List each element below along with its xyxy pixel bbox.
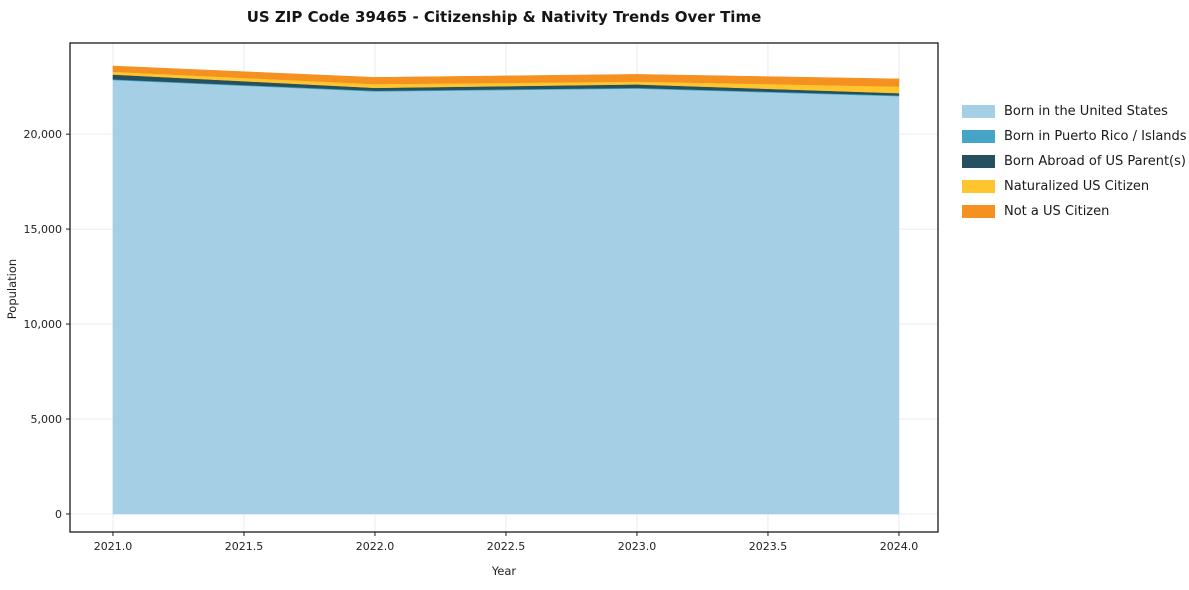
area-series <box>112 65 900 87</box>
legend-item: Naturalized US Citizen <box>962 179 1187 194</box>
x-tick-label: 2021.0 <box>94 540 133 553</box>
chart-title: US ZIP Code 39465 - Citizenship & Nativi… <box>246 8 762 26</box>
x-tick-label: 2022.5 <box>487 540 526 553</box>
legend-item: Not a US Citizen <box>962 204 1187 219</box>
legend-label: Not a US Citizen <box>1004 204 1110 219</box>
plot-frame <box>69 42 939 533</box>
legend-label: Born in Puerto Rico / Islands <box>1004 129 1187 144</box>
x-tick-label: 2024.0 <box>880 540 919 553</box>
legend-item: Born in the United States <box>962 104 1187 119</box>
legend-swatch <box>962 105 995 118</box>
y-tick-label: 10,000 <box>24 318 63 331</box>
x-tick-label: 2023.5 <box>749 540 788 553</box>
y-tick-label: 0 <box>55 508 62 521</box>
y-tick-label: 5,000 <box>31 413 63 426</box>
x-tick-label: 2022.0 <box>356 540 395 553</box>
legend-label: Naturalized US Citizen <box>1004 179 1150 194</box>
y-axis-label: Population <box>5 258 19 320</box>
legend-item: Born Abroad of US Parent(s) <box>962 154 1187 169</box>
x-tick-label: 2023.0 <box>618 540 657 553</box>
legend-swatch <box>962 155 995 168</box>
legend-item: Born in Puerto Rico / Islands <box>962 129 1187 144</box>
x-tick-label: 2021.5 <box>225 540 264 553</box>
legend-swatch <box>962 130 995 143</box>
area-series <box>112 79 900 515</box>
legend-swatch <box>962 180 995 193</box>
legend-label: Born Abroad of US Parent(s) <box>1004 154 1186 169</box>
y-tick-label: 15,000 <box>24 223 63 236</box>
y-tick-label: 20,000 <box>24 128 63 141</box>
legend-label: Born in the United States <box>1004 104 1168 119</box>
legend-swatch <box>962 205 995 218</box>
legend: Born in the United States Born in Puerto … <box>962 104 1187 219</box>
x-axis-label: Year <box>491 564 517 578</box>
